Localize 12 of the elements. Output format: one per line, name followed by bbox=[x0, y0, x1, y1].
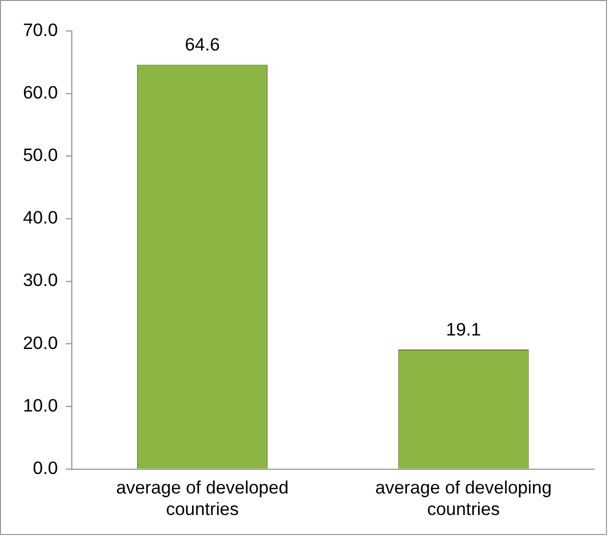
y-tick-label: 50.0 bbox=[22, 145, 58, 166]
y-tick-label: 30.0 bbox=[22, 270, 58, 290]
y-tick-label: 70.0 bbox=[22, 20, 58, 40]
y-tick-label: 0.0 bbox=[32, 458, 58, 478]
y-tick-label: 60.0 bbox=[22, 82, 58, 102]
y-tick-label: 20.0 bbox=[22, 332, 58, 353]
x-tick-label: average of developing countries bbox=[375, 478, 552, 520]
y-tick-label: 10.0 bbox=[22, 395, 58, 416]
x-tick-label: average of developed countries bbox=[116, 478, 289, 520]
y-tick-label: 40.0 bbox=[22, 208, 58, 228]
data-label: 19.1 bbox=[446, 320, 481, 340]
data-label: 64.6 bbox=[184, 34, 220, 55]
